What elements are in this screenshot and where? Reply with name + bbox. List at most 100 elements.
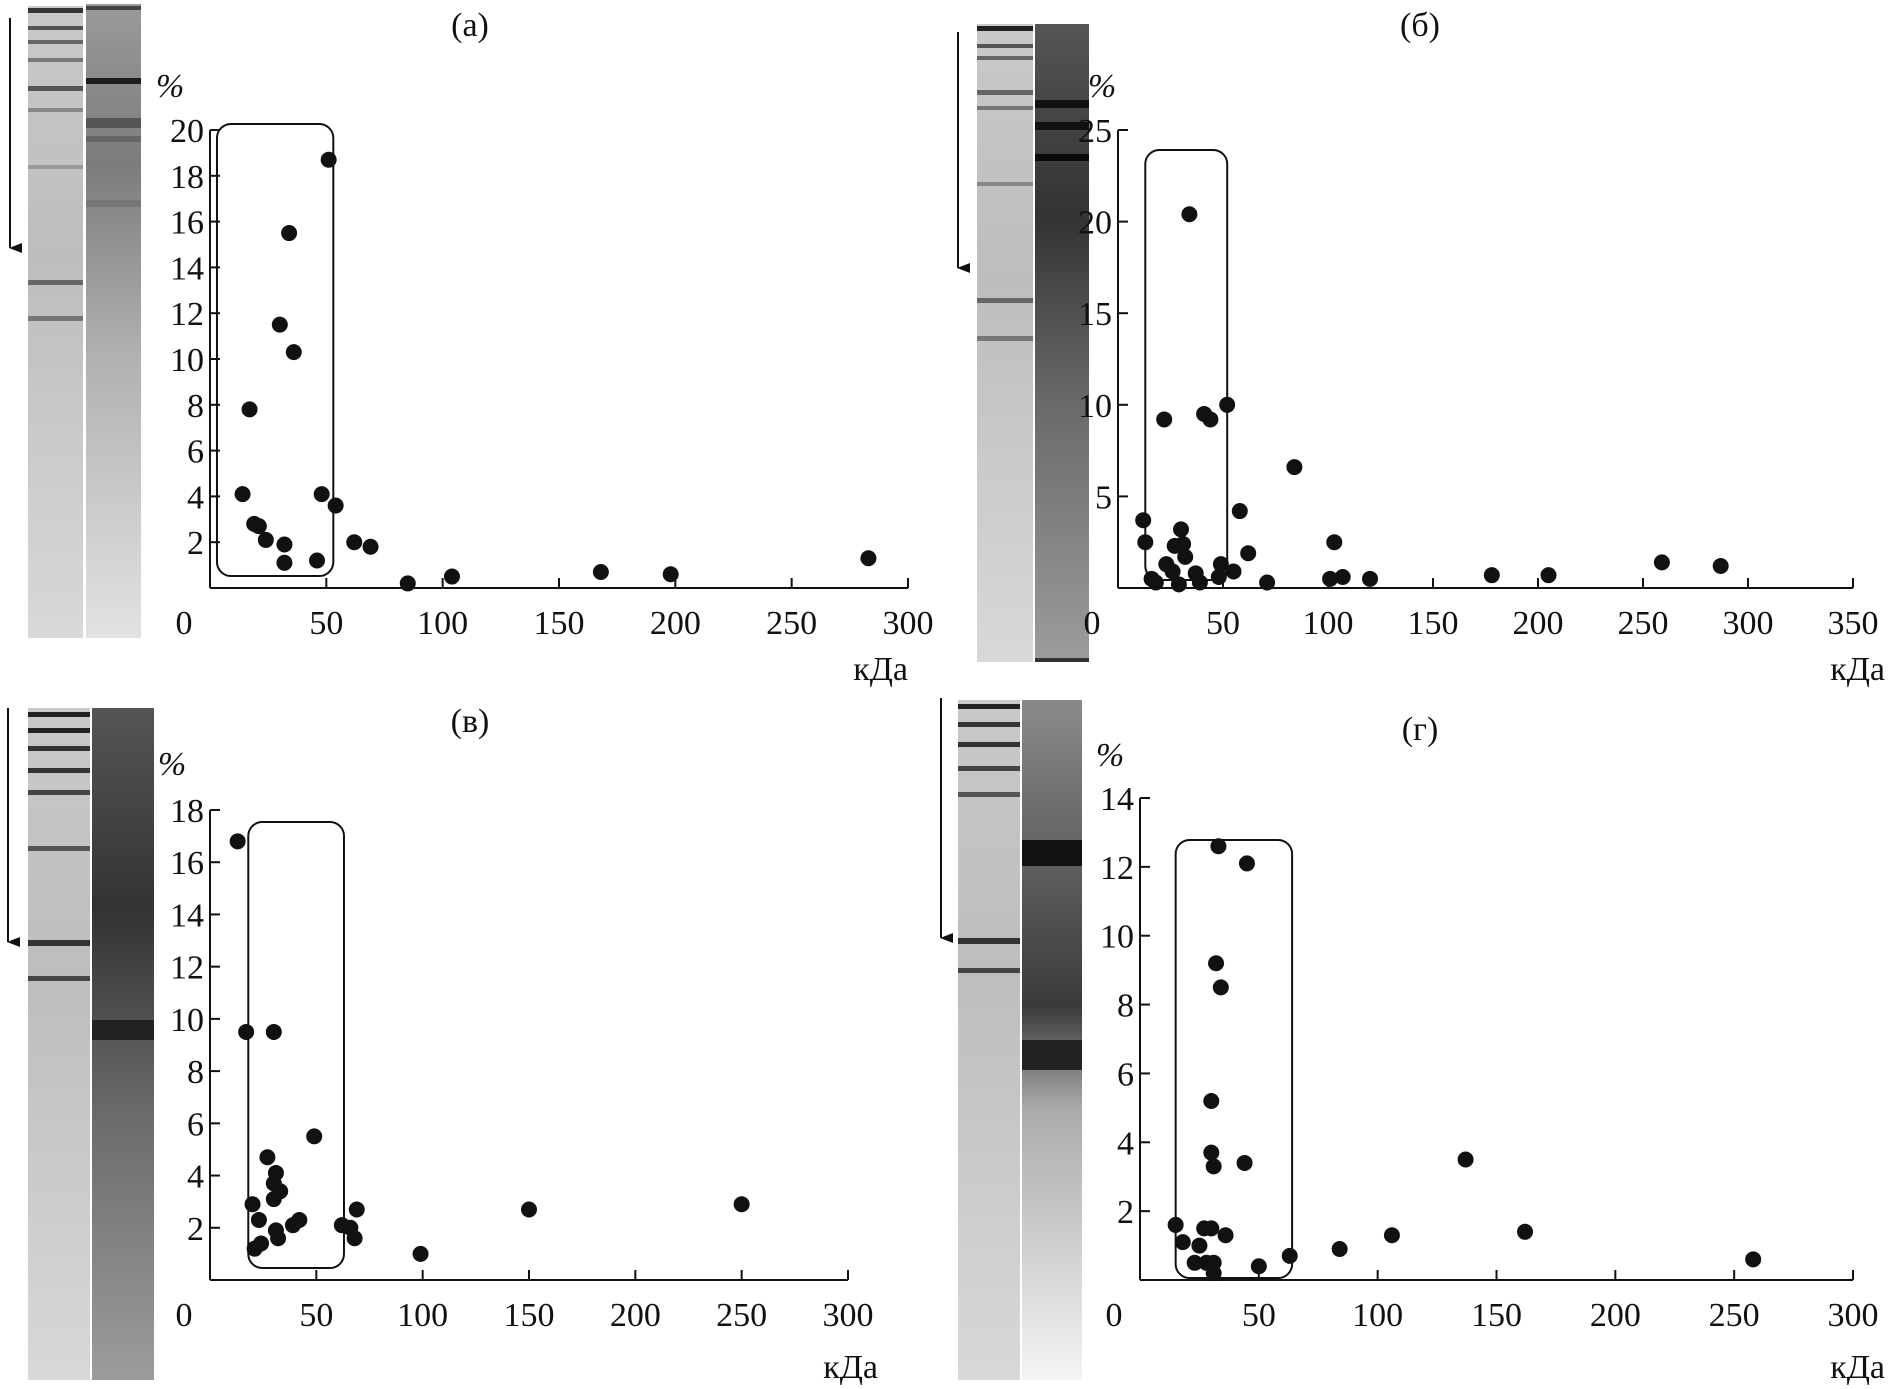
- y-tick-label: 12: [170, 950, 204, 987]
- y-unit-c: %: [158, 746, 186, 783]
- x-tick-label: 300: [1828, 1297, 1879, 1334]
- data-point: [259, 1149, 276, 1166]
- chart-c: 0 50 100 150 200 250 300 2 4 6 8 10 12 14 16 18 (в) % к…: [158, 703, 878, 1386]
- data-point: [1326, 534, 1343, 551]
- data-point: [521, 1201, 537, 1218]
- data-points-b: [1135, 206, 1729, 593]
- data-point: [1203, 1144, 1220, 1161]
- x-tick-label: 200: [610, 1297, 661, 1334]
- axes-c: [209, 809, 849, 1281]
- x-tick-label: 300: [883, 605, 934, 642]
- y-tick-label: 18: [170, 159, 204, 196]
- chart-title-d: (г): [1402, 711, 1439, 748]
- data-point: [320, 151, 337, 168]
- x-tick-label: 250: [766, 605, 817, 642]
- highlight-rect: [1144, 149, 1229, 581]
- data-point: [1457, 1151, 1474, 1168]
- data-point: [860, 550, 877, 567]
- y-tick-label: 6: [187, 434, 204, 471]
- data-point: [267, 1164, 284, 1181]
- data-point: [1170, 576, 1187, 593]
- highlight-box-c: [247, 821, 345, 1269]
- data-point: [272, 1183, 289, 1200]
- chart-title-b: (б): [1400, 7, 1440, 44]
- data-point: [1225, 563, 1242, 580]
- y-tick-label: 10: [1100, 919, 1134, 956]
- y-tick-label: 6: [187, 1106, 204, 1143]
- y-tick-label: 20: [170, 113, 204, 150]
- data-point: [362, 538, 379, 555]
- data-point: [1191, 574, 1208, 591]
- data-point: [276, 536, 293, 553]
- data-point: [1240, 545, 1257, 562]
- x-tick-label: 0: [1084, 605, 1101, 642]
- gel-bands-d: [958, 704, 1082, 1070]
- data-point: [244, 1196, 261, 1213]
- data-point: [309, 552, 326, 569]
- data-point: [1259, 574, 1276, 591]
- data-points-c: [229, 833, 750, 1262]
- data-point: [1181, 206, 1198, 223]
- x-unit-b: кДа: [1830, 651, 1885, 688]
- y-tick-label: 16: [170, 205, 204, 242]
- data-point: [1212, 556, 1229, 573]
- x-tick-label: 150: [1408, 605, 1459, 642]
- data-point: [346, 1230, 363, 1247]
- data-point: [1712, 558, 1729, 575]
- x-unit-c: кДа: [823, 1349, 878, 1386]
- data-point: [327, 497, 344, 514]
- x-tick-label: 50: [299, 1297, 333, 1334]
- y-unit-b: %: [1088, 68, 1116, 105]
- axes-b: [1117, 129, 1854, 589]
- data-point: [271, 316, 288, 333]
- y-tick-label: 10: [170, 342, 204, 379]
- x-unit-d: кДа: [1830, 1349, 1885, 1386]
- gel-bands-b: [977, 26, 1089, 662]
- data-point: [1383, 1227, 1400, 1244]
- data-point: [1205, 1158, 1222, 1175]
- data-point: [1238, 855, 1255, 872]
- data-point: [1167, 1216, 1184, 1233]
- data-point: [348, 1201, 365, 1218]
- x-tick-label: 0: [176, 1297, 193, 1334]
- chart-title-c: (в): [451, 703, 490, 740]
- data-point: [412, 1245, 429, 1262]
- y-tick-label: 5: [1095, 479, 1112, 516]
- data-point: [1212, 979, 1229, 996]
- x-tick-label: 100: [417, 605, 468, 642]
- data-point: [1210, 838, 1227, 855]
- highlight-rect: [247, 821, 345, 1269]
- x-tick-label: 150: [1471, 1297, 1522, 1334]
- x-tick-label: 50: [1242, 1297, 1276, 1334]
- data-point: [250, 1211, 267, 1228]
- data-point: [229, 833, 246, 850]
- y-tick-label: 20: [1078, 205, 1112, 242]
- data-point: [1137, 534, 1154, 551]
- data-point: [313, 486, 330, 503]
- highlight-box-a: [215, 123, 335, 577]
- data-point: [1250, 1258, 1267, 1275]
- data-point: [1231, 503, 1248, 520]
- x-tick-label: 50: [1206, 605, 1240, 642]
- data-point: [1174, 1234, 1191, 1251]
- data-point: [250, 518, 267, 535]
- x-tick-label: 150: [504, 1297, 555, 1334]
- data-point: [1202, 411, 1219, 428]
- data-point: [1203, 1092, 1220, 1109]
- data-points-a: [234, 151, 877, 592]
- x-tick-label: 100: [397, 1297, 448, 1334]
- data-point: [281, 225, 298, 242]
- y-tick-label: 2: [187, 1211, 204, 1248]
- data-point: [1745, 1251, 1762, 1268]
- y-tick-label: 2: [187, 525, 204, 562]
- y-tick-label: 8: [1117, 988, 1134, 1025]
- data-point: [1322, 570, 1339, 587]
- y-tick-label: 6: [1117, 1056, 1134, 1093]
- data-point: [1517, 1223, 1534, 1240]
- x-tick-label: 0: [1106, 1297, 1123, 1334]
- x-tick-label: 350: [1828, 605, 1879, 642]
- data-point: [241, 401, 258, 418]
- y-tick-label: 14: [170, 897, 204, 934]
- x-tick-label: 300: [823, 1297, 874, 1334]
- data-point: [399, 575, 416, 592]
